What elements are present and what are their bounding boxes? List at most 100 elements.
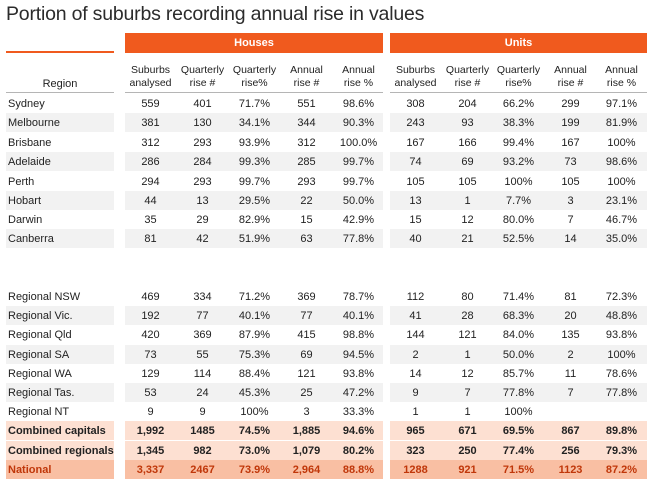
- value-cell: 50.0%: [342, 194, 375, 207]
- value-cell: 71.5%: [502, 463, 535, 476]
- row-shade: [6, 383, 114, 402]
- value-cell: 93.8%: [605, 328, 638, 341]
- row-shade: [390, 191, 647, 210]
- value-cell: 29.5%: [238, 194, 271, 207]
- row-shade: [390, 229, 647, 248]
- value-cell: 94.6%: [342, 424, 375, 437]
- value-cell: 100.0%: [339, 136, 378, 149]
- value-cell: 22: [300, 194, 313, 207]
- row-shade: [390, 383, 647, 402]
- table-row: Regional Vic. 192 77 40.1% 77 40.1% 41 28 68.3% 2…: [0, 306, 650, 325]
- row-shade: [125, 345, 383, 364]
- value-cell: 3: [567, 194, 574, 207]
- region-cell: Perth: [8, 175, 35, 188]
- column-header-units-3: Quarterly rise%: [496, 64, 541, 89]
- row-shade: [390, 421, 647, 440]
- column-header-units-2: Quarterly rise #: [445, 64, 490, 89]
- row-shade: [390, 460, 647, 479]
- row-shade: [390, 113, 647, 132]
- table-row: Regional NT 9 9 100% 3 33.3% 1 1 100%: [0, 402, 650, 421]
- value-cell: 77.8%: [502, 386, 535, 399]
- value-cell: 3,337: [136, 463, 165, 476]
- value-cell: 9: [199, 405, 206, 418]
- row-shade: [6, 229, 114, 248]
- value-cell: 1: [464, 348, 471, 361]
- value-cell: 40: [409, 232, 422, 245]
- table-row: Adelaide 286 284 99.3% 285 99.7% 74 69 93.2% 73 98…: [0, 152, 650, 171]
- region-cell: Combined capitals: [8, 424, 106, 437]
- value-cell: 45.3%: [238, 386, 271, 399]
- value-cell: 344: [297, 116, 316, 129]
- houses-group-header: Houses: [125, 33, 383, 53]
- column-header-houses-5: Annual rise %: [342, 64, 375, 89]
- value-cell: 38.3%: [502, 116, 535, 129]
- region-cell: Brisbane: [8, 136, 52, 149]
- value-cell: 88.8%: [342, 463, 375, 476]
- table-row: Regional WA 129 114 88.4% 121 93.8% 14 12 85.7% 1…: [0, 364, 650, 383]
- value-cell: 2: [412, 348, 419, 361]
- value-cell: 77.8%: [342, 232, 375, 245]
- total-row: Combined regionals 1,345 982 73.0% 1,079 80.2…: [0, 441, 650, 460]
- value-cell: 71.7%: [238, 97, 271, 110]
- table-row: Perth 294 293 99.7% 293 99.7% 105 105 100% 105 100…: [0, 172, 650, 191]
- value-cell: 14: [564, 232, 577, 245]
- value-cell: 40.1%: [238, 309, 271, 322]
- value-cell: 285: [297, 155, 316, 168]
- value-cell: 46.7%: [605, 213, 638, 226]
- value-cell: 256: [561, 444, 580, 457]
- value-cell: 9: [147, 405, 154, 418]
- value-cell: 135: [561, 328, 580, 341]
- row-shade: [6, 113, 114, 132]
- value-cell: 50.0%: [502, 348, 535, 361]
- value-cell: 293: [193, 136, 212, 149]
- value-cell: 33.3%: [342, 405, 375, 418]
- region-column-header: Region: [42, 78, 78, 90]
- value-cell: 94.5%: [342, 348, 375, 361]
- value-cell: [545, 402, 596, 421]
- value-cell: 7.7%: [505, 194, 532, 207]
- value-cell: 469: [141, 290, 160, 303]
- value-cell: 100%: [607, 175, 636, 188]
- value-cell: 1,345: [136, 444, 165, 457]
- value-cell: 323: [406, 444, 425, 457]
- value-cell: 74: [409, 155, 422, 168]
- row-shade: [6, 191, 114, 210]
- value-cell: 312: [297, 136, 316, 149]
- value-cell: 286: [141, 155, 160, 168]
- row-shade: [6, 460, 114, 479]
- value-cell: 9: [412, 386, 419, 399]
- header-rule: [6, 92, 114, 93]
- value-cell: 48.8%: [605, 309, 638, 322]
- value-cell: 15: [409, 213, 422, 226]
- value-cell: 334: [193, 290, 212, 303]
- value-cell: 105: [458, 175, 477, 188]
- value-cell: 51.9%: [238, 232, 271, 245]
- value-cell: 63: [300, 232, 313, 245]
- value-cell: 73.9%: [238, 463, 271, 476]
- value-cell: 166: [458, 136, 477, 149]
- value-cell: 53: [144, 386, 157, 399]
- column-header-houses-4: Annual rise #: [290, 64, 323, 89]
- value-cell: 867: [561, 424, 580, 437]
- row-shade: [125, 441, 383, 460]
- value-cell: 105: [406, 175, 425, 188]
- value-cell: 23.1%: [605, 194, 638, 207]
- table-row: Melbourne 381 130 34.1% 344 90.3% 243 93 38.3% 19…: [0, 113, 650, 132]
- total-row: National 3,337 2467 73.9% 2,964 88.8% 1288 921 7…: [0, 460, 650, 479]
- column-header-houses-1: Suburbs analysed: [129, 64, 172, 89]
- value-cell: 47.2%: [342, 386, 375, 399]
- value-cell: 112: [406, 290, 425, 303]
- page-title: Portion of suburbs recording annual rise…: [6, 3, 425, 25]
- row-shade: [125, 113, 383, 132]
- header-rule: [125, 92, 383, 93]
- value-cell: 982: [193, 444, 212, 457]
- value-cell: 84.0%: [502, 328, 535, 341]
- value-cell: 55: [196, 348, 209, 361]
- row-shade: [125, 152, 383, 171]
- value-cell: 77.8%: [605, 386, 638, 399]
- row-shade: [125, 229, 383, 248]
- value-cell: 551: [297, 97, 316, 110]
- value-cell: 204: [458, 97, 477, 110]
- region-cell: Regional Tas.: [8, 386, 75, 399]
- value-cell: 88.4%: [238, 367, 271, 380]
